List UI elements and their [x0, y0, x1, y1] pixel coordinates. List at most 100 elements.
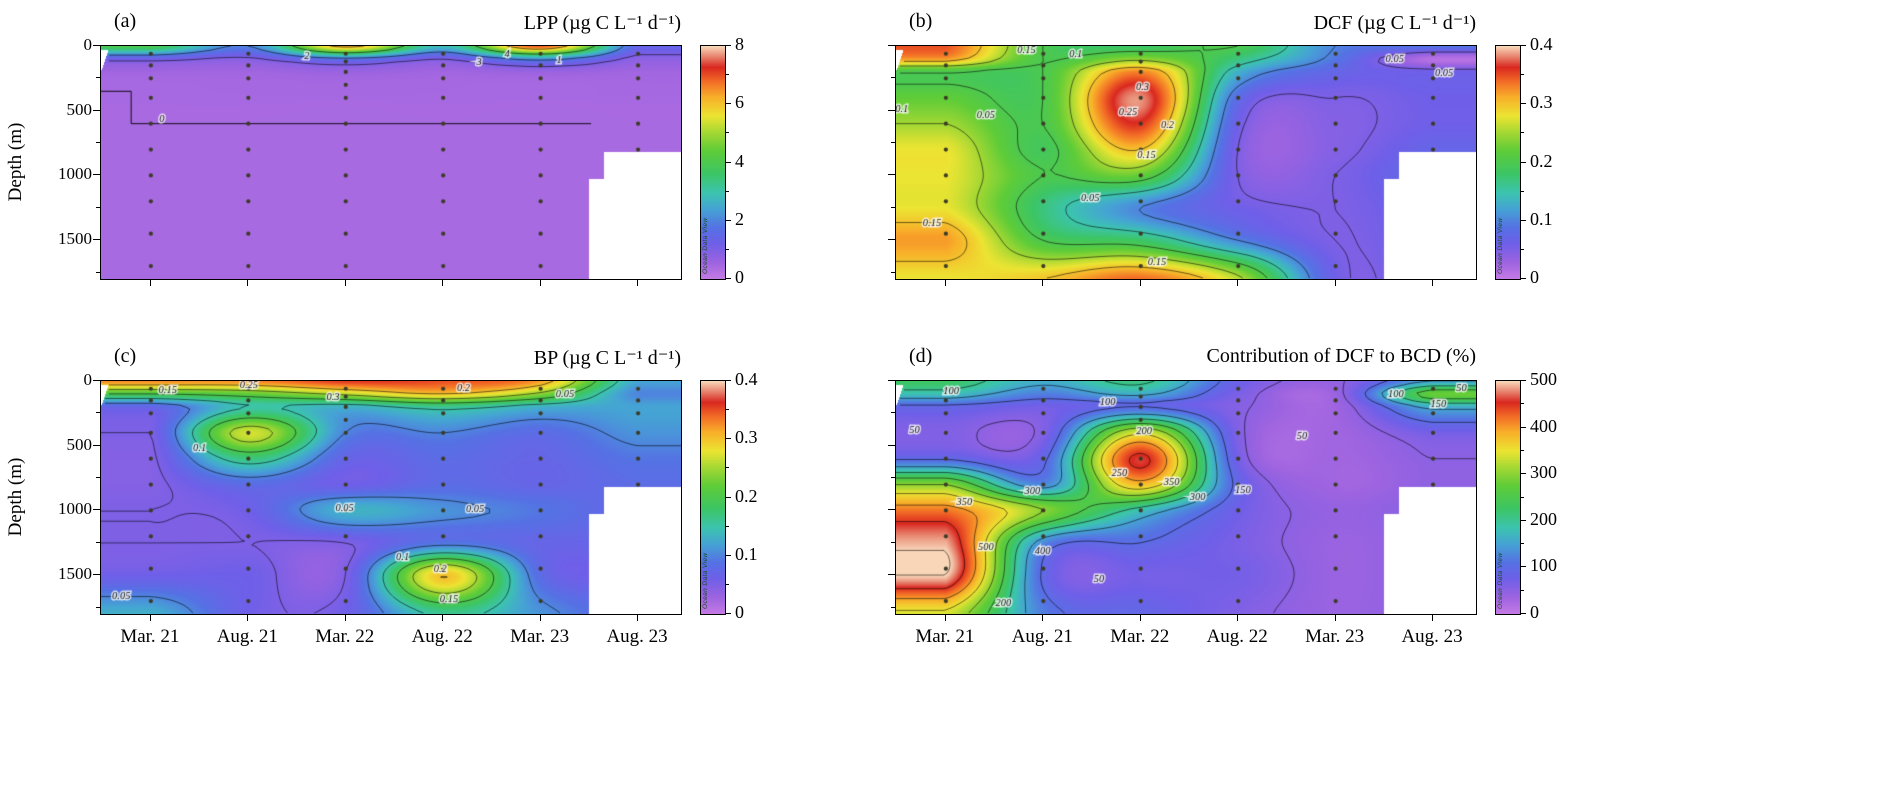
- time-tick-mark: [637, 280, 639, 286]
- colorbar-tick-label: 0.3: [1530, 92, 1553, 113]
- colorbar-tick-mark: [1521, 103, 1526, 105]
- depth-minor-tick-mark: [96, 412, 100, 414]
- panel-title: LPP (µg C L⁻¹ d⁻¹): [523, 12, 681, 34]
- depth-minor-tick-mark: [891, 77, 895, 79]
- depth-minor-tick-mark: [891, 206, 895, 208]
- depth-tick-label: 1500: [58, 564, 92, 584]
- depth-minor-tick-mark: [891, 477, 895, 479]
- time-tick-label: Aug. 21: [1011, 626, 1073, 647]
- colorbar-tick-label: 0.1: [1530, 208, 1553, 229]
- depth-tick-mark: [93, 174, 100, 176]
- depth-tick-label: 1000: [58, 499, 92, 519]
- panel-bp: (c) BP (µg C L⁻¹ d⁻¹) 0 500 1000 1500 Mar. 2…: [0, 335, 795, 794]
- colorbar-minor-tick-mark: [1521, 190, 1524, 192]
- depth-tick-mark: [93, 574, 100, 576]
- odv-watermark: Ocean Data View: [1497, 552, 1504, 609]
- time-tick-mark: [442, 280, 444, 286]
- colorbar-tick-label: 0.1: [735, 543, 758, 564]
- depth-minor-tick-mark: [96, 541, 100, 543]
- colorbar-tick-mark: [1521, 426, 1526, 428]
- colorbar-tick-mark: [1521, 380, 1526, 381]
- colorbar-tick-mark: [1521, 473, 1526, 475]
- depth-minor-tick-mark: [96, 271, 100, 273]
- time-tick-mark: [247, 280, 249, 286]
- depth-tick-mark: [888, 509, 895, 511]
- odv-watermark: Ocean Data View: [702, 552, 709, 609]
- colorbar-minor-tick-mark: [726, 74, 729, 76]
- colorbar-tick-mark: [726, 380, 731, 381]
- depth-minor-tick-mark: [891, 412, 895, 414]
- colorbar-tick-label: 0: [1530, 602, 1539, 622]
- depth-minor-tick-mark: [891, 142, 895, 144]
- panel-letter: (a): [114, 10, 137, 32]
- depth-tick-mark: [93, 239, 100, 241]
- colorbar-canvas: [700, 45, 726, 280]
- depth-tick-mark: [888, 444, 895, 446]
- time-tick-mark: [637, 615, 639, 621]
- time-tick-mark: [944, 280, 946, 286]
- colorbar-tick-label: 500: [1530, 369, 1557, 389]
- depth-tick-mark: [888, 239, 895, 241]
- axis-decorations: 0 500 1000 1500 Depth (m) 0 2 4 6 8 Ocean Data Vie…: [0, 0, 795, 335]
- colorbar-tick-mark: [726, 438, 731, 440]
- time-tick-mark: [539, 280, 541, 286]
- depth-minor-tick-mark: [96, 142, 100, 144]
- depth-minor-tick-mark: [891, 541, 895, 543]
- depth-minor-tick-mark: [891, 606, 895, 608]
- colorbar-tick-label: 200: [1530, 508, 1557, 529]
- colorbar-canvas: [1495, 45, 1521, 280]
- colorbar-canvas: [1495, 380, 1521, 615]
- panel-title: BP (µg C L⁻¹ d⁻¹): [533, 347, 681, 369]
- time-tick-mark: [442, 615, 444, 621]
- panel-dcf: (b) DCF (µg C L⁻¹ d⁻¹) 0 0.1 0.2 0.3 0.4 Ocea…: [795, 0, 1590, 335]
- colorbar-tick-label: 4: [735, 150, 744, 171]
- time-tick-mark: [344, 280, 346, 286]
- time-tick-mark: [539, 615, 541, 621]
- colorbar-tick-mark: [1521, 566, 1526, 568]
- colorbar-tick-mark: [726, 496, 731, 498]
- depth-minor-tick-mark: [96, 77, 100, 79]
- time-tick-mark: [1432, 615, 1434, 621]
- depth-tick-mark: [93, 109, 100, 111]
- depth-tick-mark: [888, 109, 895, 111]
- colorbar-minor-tick-mark: [1521, 132, 1524, 134]
- time-tick-label: Mar. 23: [510, 626, 570, 647]
- time-tick-mark: [1042, 280, 1044, 286]
- section-plot-canvas: [100, 380, 682, 615]
- depth-tick-label: 1500: [58, 229, 92, 249]
- depth-axis-label: Depth (m): [5, 457, 26, 536]
- colorbar-tick-mark: [726, 45, 731, 46]
- depth-tick-label: 1000: [58, 164, 92, 184]
- odv-watermark: Ocean Data View: [1497, 217, 1504, 274]
- colorbar-tick-mark: [1521, 45, 1526, 46]
- colorbar-minor-tick-mark: [726, 409, 729, 411]
- colorbar-tick-mark: [726, 219, 731, 221]
- time-tick-mark: [1139, 280, 1141, 286]
- colorbar-minor-tick-mark: [726, 467, 729, 469]
- colorbar-tick-mark: [726, 613, 731, 614]
- colorbar-minor-tick-mark: [1521, 543, 1524, 545]
- colorbar-tick-label: 0.3: [735, 427, 758, 448]
- time-tick-mark: [944, 615, 946, 621]
- time-tick-mark: [247, 615, 249, 621]
- colorbar-tick-mark: [726, 161, 731, 163]
- time-tick-label: Aug. 23: [1401, 626, 1463, 647]
- time-tick-mark: [1432, 280, 1434, 286]
- colorbar-tick-mark: [1521, 613, 1526, 614]
- depth-tick-mark: [888, 574, 895, 576]
- time-tick-label: Aug. 23: [606, 626, 668, 647]
- time-tick-label: Aug. 21: [216, 626, 278, 647]
- panel-title: Contribution of DCF to BCD (%): [1206, 345, 1476, 367]
- colorbar-tick-mark: [1521, 219, 1526, 221]
- depth-minor-tick-mark: [891, 271, 895, 273]
- depth-tick-mark: [93, 380, 100, 381]
- colorbar-minor-tick-mark: [1521, 74, 1524, 76]
- colorbar-tick-mark: [726, 278, 731, 279]
- axis-decorations: Mar. 21 Aug. 21 Mar. 22 Aug. 22 Mar. 23 Aug. …: [795, 335, 1590, 794]
- panel-lpp: (a) LPP (µg C L⁻¹ d⁻¹) 0 500 1000 1500 Depth…: [0, 0, 795, 335]
- time-tick-mark: [1237, 615, 1239, 621]
- colorbar-tick-label: 6: [735, 92, 744, 113]
- colorbar-canvas: [700, 380, 726, 615]
- depth-axis-label: Depth (m): [5, 122, 26, 201]
- colorbar-minor-tick-mark: [1521, 248, 1524, 250]
